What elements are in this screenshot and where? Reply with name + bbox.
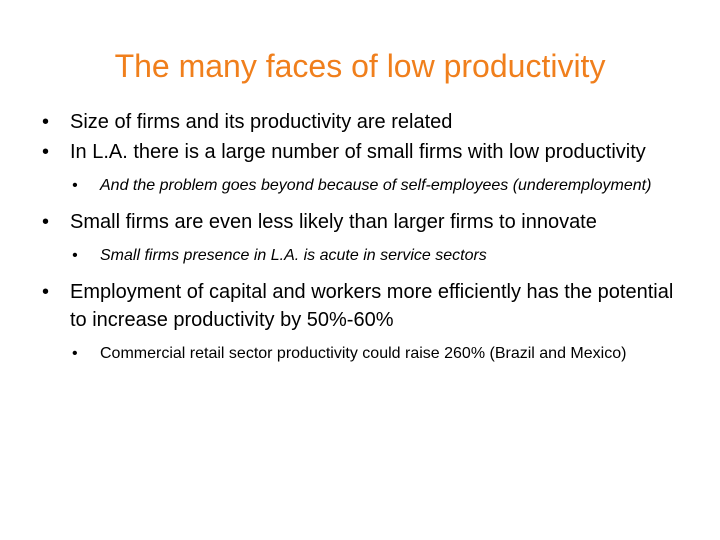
bullet-item: • Employment of capital and workers more… (42, 278, 682, 334)
bullet-list: • Size of firms and its productivity are… (42, 108, 682, 366)
bullet-glyph: • (42, 211, 50, 233)
bullet-text: Size of firms and its productivity are r… (70, 111, 453, 133)
bullet-item: • Small firms are even less likely than … (42, 208, 682, 236)
bullet-glyph: • (42, 281, 50, 303)
sub-bullet-text: And the problem goes beyond because of s… (100, 177, 652, 194)
slide-title: The many faces of low productivity (114, 48, 606, 84)
bullet-text: Employment of capital and workers more e… (70, 281, 674, 331)
bullet-item: • In L.A. there is a large number of sma… (42, 138, 682, 166)
sub-bullet-item: • Small firms presence in L.A. is acute … (42, 244, 682, 268)
sub-bullet-glyph: • (72, 177, 78, 194)
spacer (42, 268, 682, 278)
sub-bullet-text: Commercial retail sector productivity co… (100, 345, 627, 362)
bullet-text: In L.A. there is a large number of small… (70, 141, 646, 163)
bullet-glyph: • (42, 141, 50, 163)
bullet-glyph: • (42, 111, 50, 133)
sub-bullet-item: • Commercial retail sector productivity … (42, 342, 682, 366)
bullet-text: Small firms are even less likely than la… (70, 211, 597, 233)
sub-bullet-glyph: • (72, 247, 78, 264)
sub-bullet-glyph: • (72, 345, 78, 362)
sub-bullet-item: • And the problem goes beyond because of… (42, 174, 682, 198)
sub-bullet-text: Small firms presence in L.A. is acute in… (100, 247, 487, 264)
bullet-item: • Size of firms and its productivity are… (42, 108, 682, 136)
spacer (42, 198, 682, 208)
